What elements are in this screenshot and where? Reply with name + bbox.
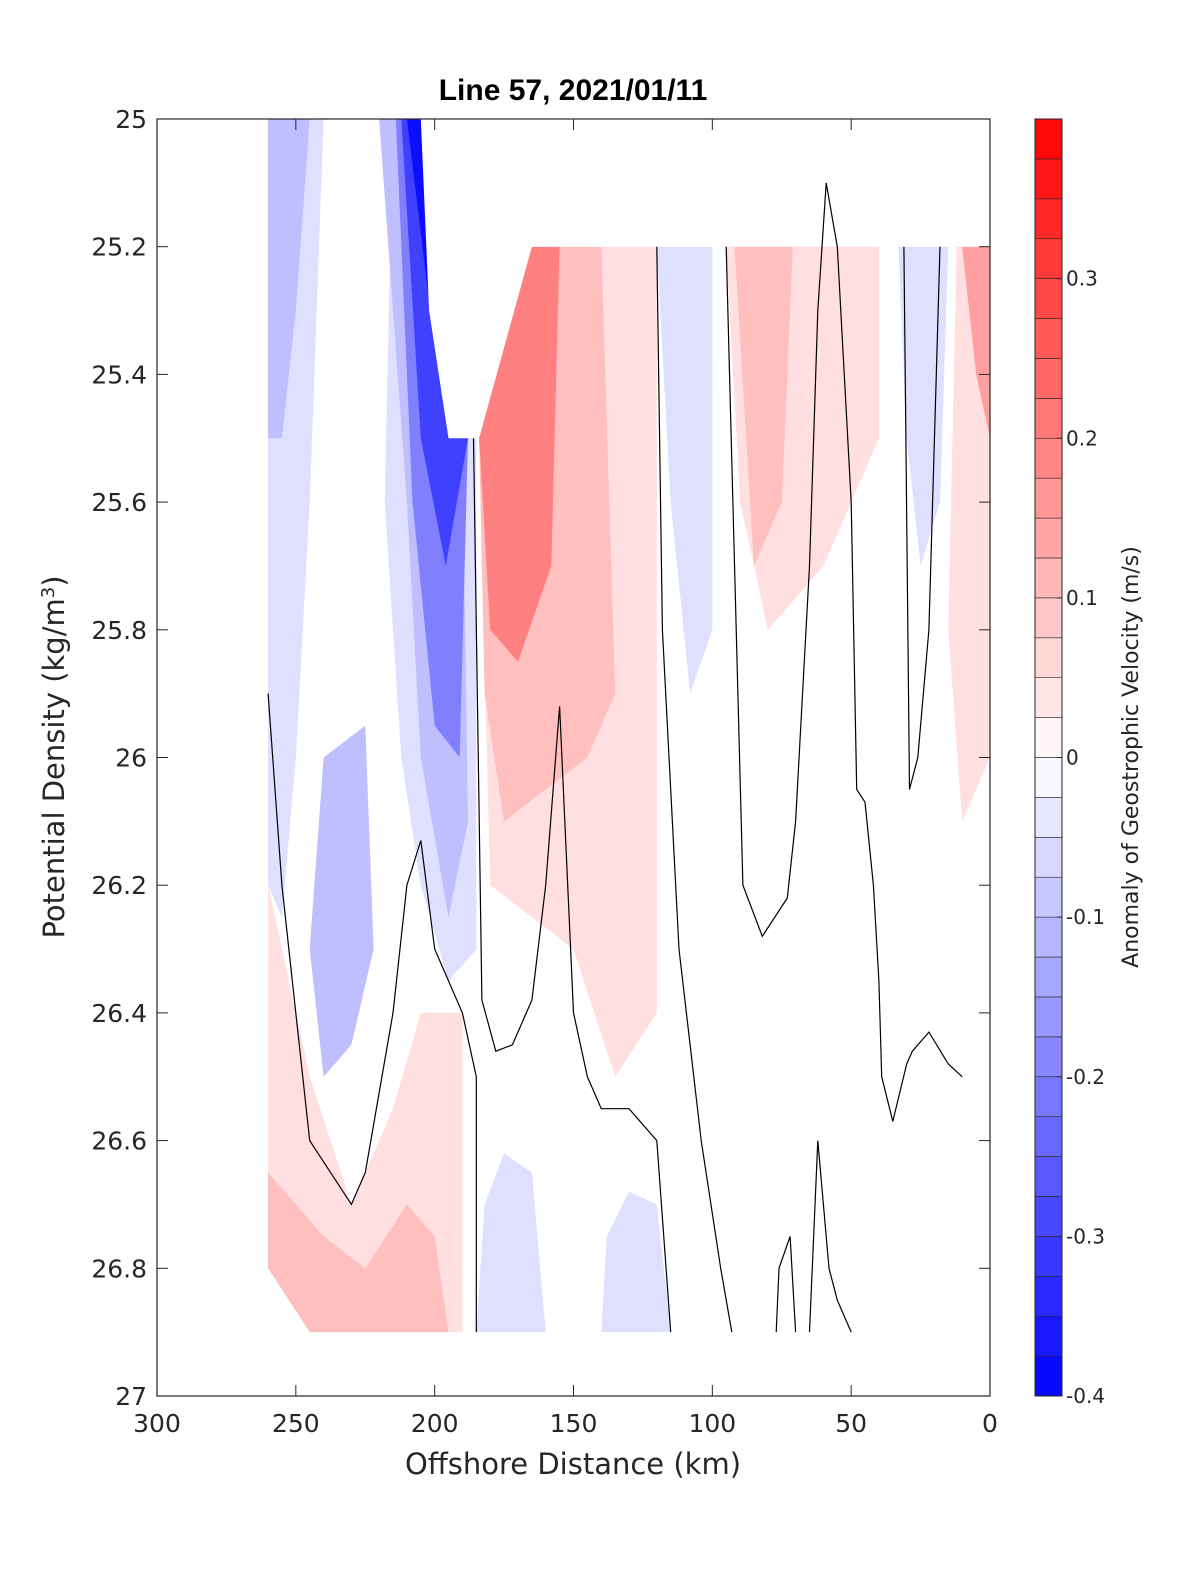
y-tick-label: 26.2 bbox=[91, 871, 147, 900]
colorbar-segment bbox=[1034, 1355, 1063, 1397]
colorbar-segment bbox=[1034, 956, 1063, 998]
x-tick-label: 300 bbox=[133, 1409, 181, 1438]
contour-lines bbox=[267, 182, 963, 1333]
filled-contour-negative-2 bbox=[656, 246, 713, 694]
colorbar-segment bbox=[1034, 1315, 1063, 1357]
x-tick-label: 200 bbox=[411, 1409, 459, 1438]
colorbar-segment bbox=[1034, 1036, 1063, 1078]
colorbar-tick-label: 0.1 bbox=[1066, 586, 1098, 610]
y-tick-label: 26 bbox=[115, 744, 147, 773]
contour-line-6 bbox=[808, 1140, 852, 1333]
colorbar-segment bbox=[1034, 238, 1063, 279]
y-tick-label: 26.6 bbox=[91, 1127, 147, 1156]
colorbar-label: Anomaly of Geostrophic Velocity (m/s) bbox=[1119, 546, 1144, 968]
y-tick-label: 26.8 bbox=[91, 1254, 147, 1283]
x-tick-label: 100 bbox=[688, 1409, 736, 1438]
filled-contours bbox=[268, 119, 990, 1333]
y-axis-label: Potential Density (kg/m3) bbox=[37, 575, 71, 938]
colorbar-segment bbox=[1034, 1275, 1063, 1317]
colorbar-segment bbox=[1034, 398, 1063, 439]
contour-line-4 bbox=[903, 246, 941, 790]
colorbar-tick-label: -0.1 bbox=[1066, 905, 1105, 929]
colorbar-segment bbox=[1034, 158, 1063, 200]
contour-line-0 bbox=[267, 693, 477, 1333]
contour-line-2 bbox=[656, 246, 733, 1333]
colorbar-segment bbox=[1034, 837, 1063, 878]
colorbar-segment bbox=[1034, 797, 1063, 838]
filled-contour-negative-5 bbox=[601, 1191, 671, 1333]
colorbar-segment bbox=[1034, 557, 1063, 599]
colorbar-ticks: -0.4 -0.3 -0.2 -0.1 0 0.1 0.2 0.3 bbox=[1057, 267, 1105, 1408]
colorbar-segment bbox=[1034, 118, 1063, 160]
y-tick-label: 25.8 bbox=[91, 616, 147, 645]
colorbar-segment bbox=[1034, 1156, 1063, 1197]
y-tick-label: 25.4 bbox=[91, 360, 147, 389]
x-axis-label: Offshore Distance (km) bbox=[405, 1447, 741, 1481]
y-axis: 25 25.2 25.4 25.6 25.8 26 26.2 26.4 26.6 26.8 27 bbox=[91, 105, 990, 1411]
colorbar-tick-label: 0.2 bbox=[1066, 426, 1098, 450]
y-tick-label: 25.6 bbox=[91, 488, 147, 517]
y-tick-label: 27 bbox=[115, 1382, 147, 1411]
colorbar-segment bbox=[1034, 677, 1063, 718]
y-axis-label-sup: 3 bbox=[38, 587, 59, 598]
colorbar-tick-label: -0.2 bbox=[1066, 1065, 1105, 1089]
plot-area: 300 250 200 150 100 50 0 2525.225.425.625.8262… bbox=[91, 105, 998, 1438]
y-tick-label: 25.2 bbox=[91, 233, 147, 262]
contour-line-5 bbox=[775, 1236, 797, 1333]
x-axis: 300 250 200 150 100 50 0 bbox=[133, 119, 998, 1438]
colorbar-segment bbox=[1034, 916, 1063, 958]
x-tick-label: 0 bbox=[982, 1409, 998, 1438]
filled-contour-negative-4 bbox=[476, 1153, 546, 1333]
filled-contour-positive-18 bbox=[479, 246, 560, 662]
colorbar-segment bbox=[1034, 757, 1063, 798]
y-axis-label-close: ) bbox=[37, 575, 71, 586]
filled-contour-negative-11 bbox=[309, 725, 374, 1077]
colorbar-segment bbox=[1034, 597, 1063, 639]
filled-contour-positive-15 bbox=[268, 1172, 449, 1333]
colorbar-tick-label: 0 bbox=[1066, 746, 1079, 770]
colorbar-segment bbox=[1034, 637, 1063, 678]
colorbar-segment bbox=[1034, 717, 1063, 758]
colorbar-segment bbox=[1034, 1236, 1063, 1277]
colorbar-tick-label: 0.3 bbox=[1066, 267, 1098, 291]
colorbar-segment bbox=[1034, 996, 1063, 1038]
x-tick-label: 150 bbox=[550, 1409, 598, 1438]
x-tick-label: 250 bbox=[272, 1409, 320, 1438]
chart-title: Line 57, 2021/01/11 bbox=[439, 74, 708, 107]
filled-contour-positive-16 bbox=[962, 246, 990, 439]
colorbar-segment bbox=[1034, 198, 1063, 240]
contour-line-3 bbox=[725, 182, 963, 1122]
x-tick-label: 50 bbox=[835, 1409, 867, 1438]
y-axis-label-main: Potential Density (kg/m bbox=[37, 598, 71, 938]
colorbar-segment bbox=[1034, 437, 1063, 479]
contour-line-1 bbox=[472, 438, 672, 1333]
y-tick-label: 25 bbox=[115, 105, 147, 134]
colorbar-segment bbox=[1034, 876, 1063, 918]
colorbar-segment bbox=[1034, 477, 1063, 519]
filled-contour-negative-10 bbox=[268, 119, 310, 439]
colorbar-segment bbox=[1034, 517, 1063, 559]
colorbar-segment bbox=[1034, 278, 1063, 319]
filled-contour-positive-14 bbox=[734, 182, 796, 566]
masked-region bbox=[420, 119, 990, 439]
filled-contour-negative-3 bbox=[898, 246, 949, 566]
colorbar-segment bbox=[1034, 1076, 1063, 1117]
colorbar-segment bbox=[1034, 318, 1063, 359]
colorbar-segment bbox=[1034, 1196, 1063, 1237]
colorbar-segment bbox=[1034, 358, 1063, 399]
y-tick-label: 26.4 bbox=[91, 999, 147, 1028]
colorbar-segment bbox=[1034, 1116, 1063, 1157]
colorbar-tick-label: -0.3 bbox=[1066, 1224, 1105, 1248]
colorbar: -0.4 -0.3 -0.2 -0.1 0 0.1 0.2 0.3 Anomaly of Ge… bbox=[1034, 118, 1144, 1408]
colorbar-tick-label: -0.4 bbox=[1066, 1384, 1105, 1408]
